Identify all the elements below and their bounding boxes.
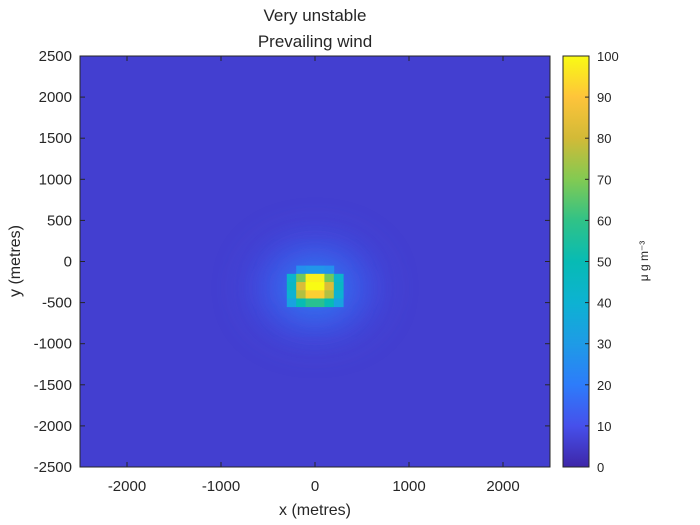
colorbar-tick-label: 50 [597, 255, 611, 270]
x-tick-label: 1000 [392, 478, 425, 495]
heatmap-cell [305, 298, 316, 308]
heatmap-cell [333, 298, 344, 308]
heatmap-cell [315, 290, 325, 299]
heatmap-cell [305, 265, 316, 275]
colorbar-tick-label: 10 [597, 419, 611, 434]
x-tick-label: -2000 [108, 478, 146, 495]
y-tick-label: -500 [42, 295, 72, 312]
y-tick-label: 1000 [39, 171, 72, 188]
chart-title: Very unstable [263, 6, 366, 25]
heatmap-cell [305, 273, 316, 283]
x-tick-label: 2000 [486, 478, 519, 495]
y-tick-label: 0 [64, 254, 72, 271]
heatmap-cell [296, 265, 306, 275]
colorbar-tick-label: 100 [597, 49, 619, 64]
heatmap-cell [324, 265, 335, 275]
heatmap-cell [315, 282, 325, 291]
heatmap-cell [333, 273, 344, 283]
heatmap-cell [324, 290, 335, 299]
heatmap-cell [333, 282, 344, 291]
colorbar-tick-label: 30 [597, 337, 611, 352]
y-tick-label: -2000 [34, 418, 72, 435]
colorbar-label: μ g m⁻³ [637, 241, 651, 282]
heatmap-cell [324, 282, 335, 291]
x-axis: -2000 -1000 0 1000 2000 [108, 56, 520, 495]
heatmap-cell [305, 282, 316, 291]
y-tick-label: -2500 [34, 459, 72, 476]
chart-subtitle: Prevailing wind [258, 32, 372, 51]
heatmap-cell [324, 273, 335, 283]
heatmap-cell [296, 298, 306, 308]
colorbar-gradient [563, 56, 589, 467]
heatmap-cell [286, 290, 297, 299]
y-tick-label: 1500 [39, 130, 72, 147]
x-tick-label: 0 [311, 478, 319, 495]
x-axis-label: x (metres) [279, 502, 351, 519]
colorbar-tick-label: 40 [597, 296, 611, 311]
heatmap-cell [315, 273, 325, 283]
y-tick-label: 2500 [39, 48, 72, 65]
y-axis-label: y (metres) [7, 225, 24, 297]
y-axis: 2500 2000 1500 1000 500 0 -500 -1000 -1500 -2000 -… [34, 48, 550, 476]
heatmap-cell [333, 290, 344, 299]
heatmap-cell [315, 265, 325, 275]
colorbar-tick-label: 70 [597, 172, 611, 187]
colorbar-tick-label: 80 [597, 131, 611, 146]
heatmap-cells [286, 265, 344, 308]
y-tick-label: -1500 [34, 377, 72, 394]
y-tick-label: 500 [47, 212, 72, 229]
heatmap-cell [315, 298, 325, 308]
x-tick-label: -1000 [202, 478, 240, 495]
colorbar-tick-label: 90 [597, 90, 611, 105]
y-tick-label: 2000 [39, 89, 72, 106]
heatmap-cell [286, 282, 297, 291]
colorbar-tick-label: 60 [597, 213, 611, 228]
heatmap-cell [296, 273, 306, 283]
plot-area [79, 55, 551, 468]
colorbar-tick-label: 20 [597, 378, 611, 393]
heatmap-cell [324, 298, 335, 308]
heatmap-cell [286, 273, 297, 283]
heatmap-cell [286, 298, 297, 308]
heatmap-cell [305, 290, 316, 299]
heatmap-cell [296, 290, 306, 299]
heatmap-cell [296, 282, 306, 291]
colorbar-tick-label: 0 [597, 460, 604, 475]
y-tick-label: -1000 [34, 336, 72, 353]
